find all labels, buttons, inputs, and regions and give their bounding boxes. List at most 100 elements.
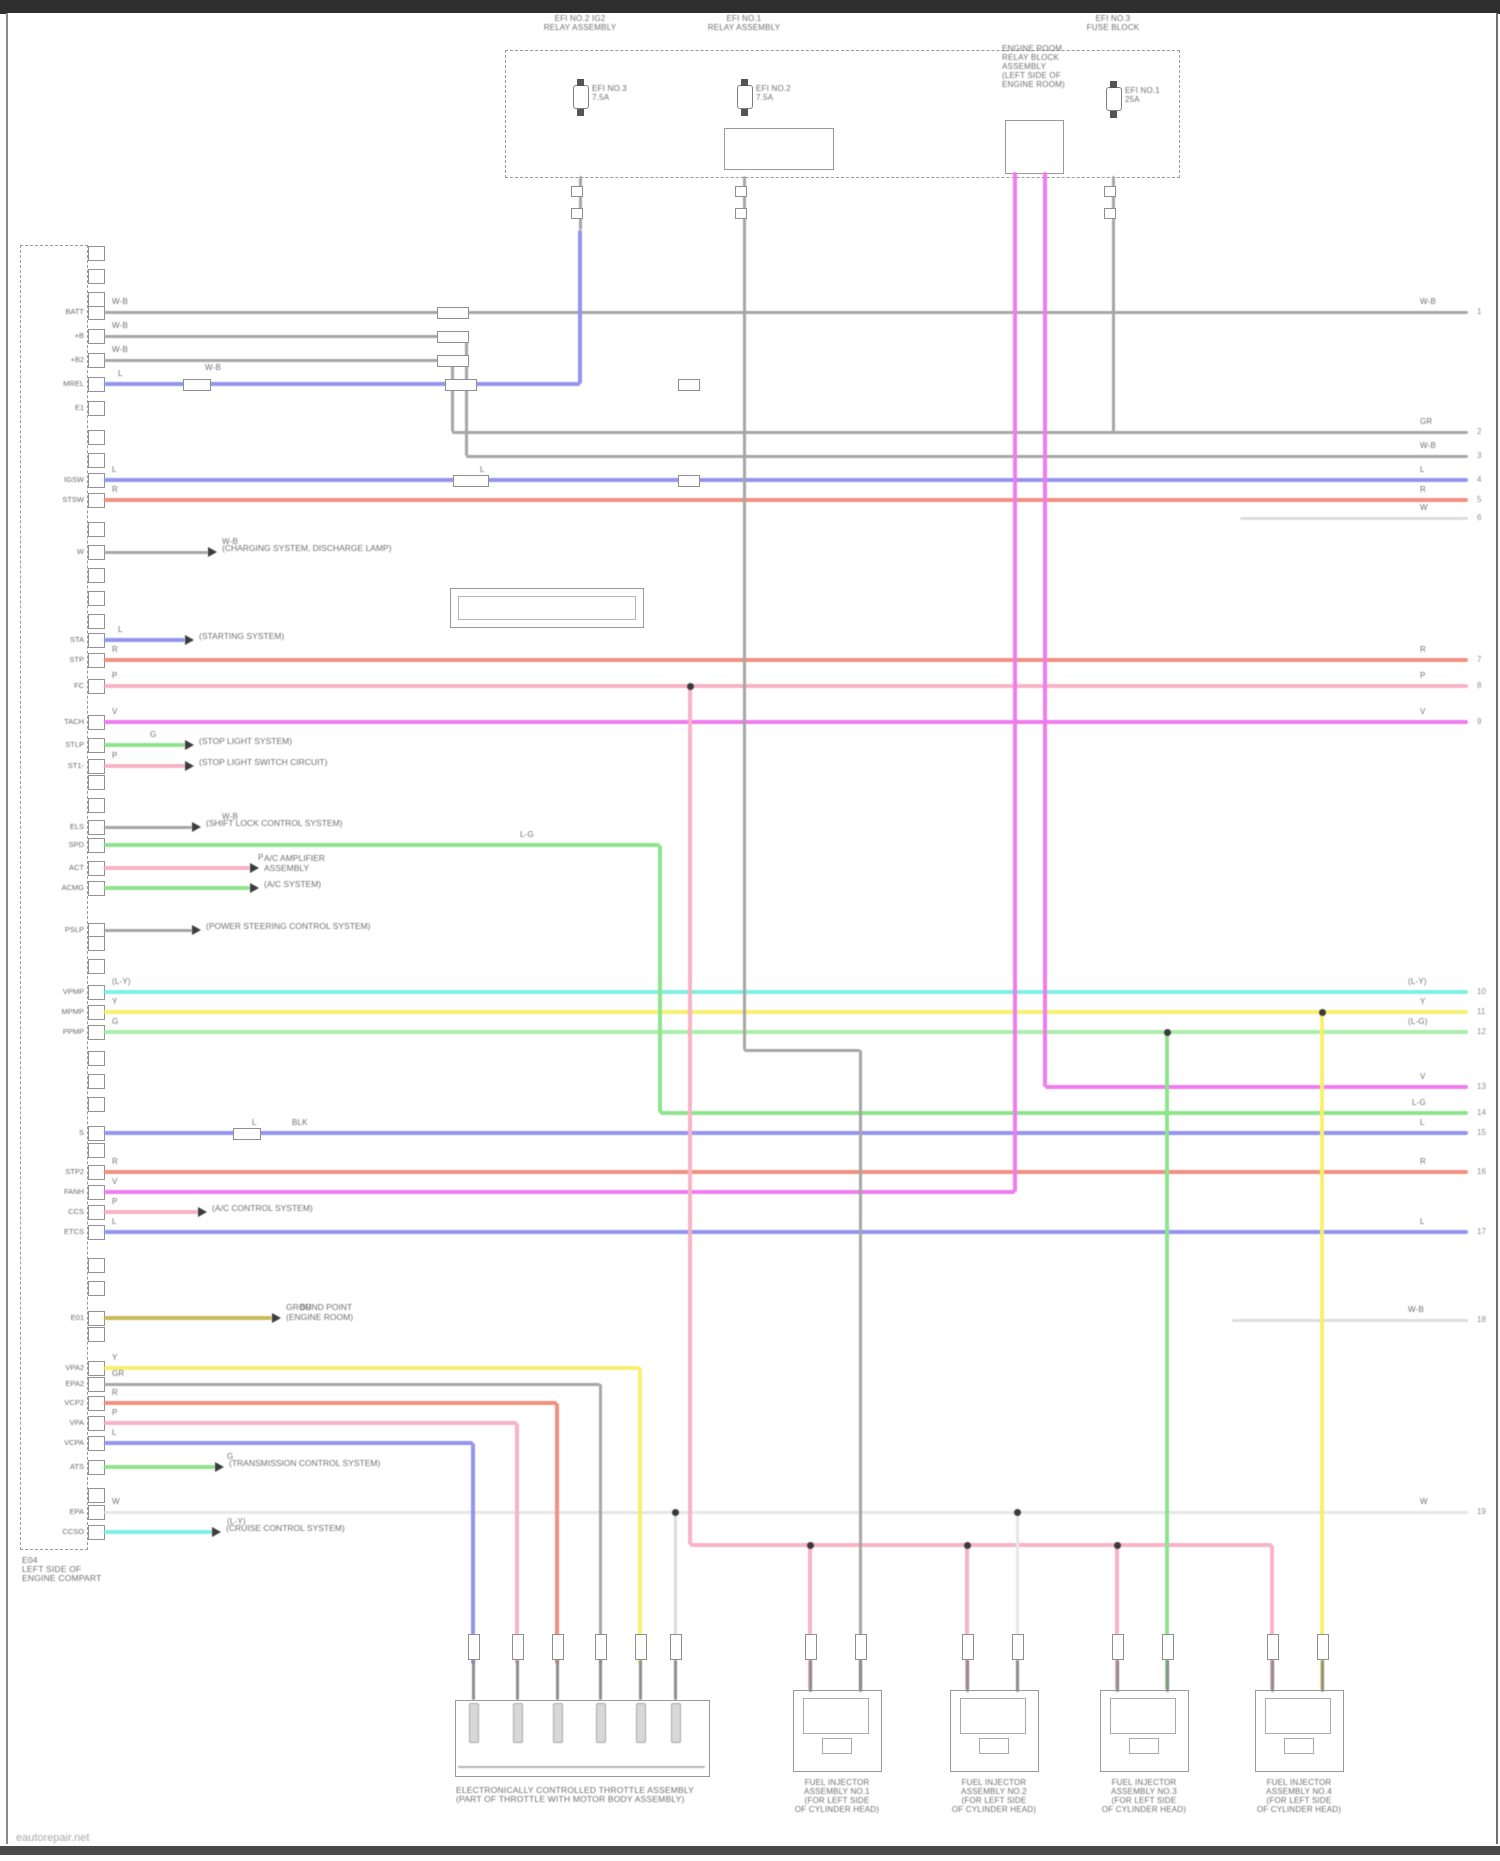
ecm-pin-label: STP [69, 655, 84, 664]
diagram-sheet [6, 13, 1498, 1844]
system-reference-line: (CRUISE CONTROL SYSTEM) [226, 1523, 345, 1533]
terminal-connector [1317, 1634, 1329, 1660]
ecm-pin [88, 759, 105, 774]
wire-color-label: (L-Y) [227, 1517, 246, 1526]
wire-magenta [104, 720, 1468, 724]
wire-color-label: L [118, 369, 123, 378]
system-reference-line: (A/C SYSTEM) [264, 879, 322, 889]
ecm-pin [88, 775, 105, 790]
injector-label-line: FUEL INJECTOR [961, 1778, 1027, 1787]
wire-yellow [1320, 1012, 1324, 1690]
wire-color-label: W-B [222, 537, 239, 546]
page-link-number: 6 [1477, 513, 1482, 522]
ecm-pin [88, 820, 105, 835]
ecm-pin [88, 936, 105, 951]
ecm-pin [88, 738, 105, 753]
system-reference-line: A/C AMPLIFIER [264, 853, 325, 863]
injector-key [1284, 1738, 1314, 1754]
wire-blue [104, 638, 185, 642]
page-link-number: 12 [1477, 1027, 1486, 1036]
wire-pink [690, 1543, 1272, 1547]
inline-connector [453, 475, 489, 487]
injector-pin-stub [808, 1660, 812, 1692]
inline-connector [1104, 207, 1116, 219]
wire-color-label: Y [1420, 997, 1426, 1006]
wire-pink [104, 684, 1468, 688]
wire-color-label: L [112, 1428, 117, 1437]
wire-white [1015, 1512, 1019, 1690]
connector-pin-stub [515, 1660, 519, 1700]
wire-color-label: W-B [112, 297, 129, 306]
wire-color-label: L [112, 465, 117, 474]
relay-block-boundary [505, 50, 1180, 178]
reference-arrow-icon [185, 740, 194, 750]
wire-magenta [1043, 172, 1047, 1087]
wire-green [104, 843, 660, 847]
ecm-pin [88, 1074, 105, 1089]
reference-arrow-icon [192, 822, 201, 832]
injector-pin-stub [858, 1660, 862, 1692]
wire-gray [452, 430, 1468, 434]
wire-color-label: (L-Y) [1408, 977, 1427, 986]
ecm-pin [88, 959, 105, 974]
fuse-label-line: 25A [1125, 95, 1140, 104]
ecm-pin [88, 1505, 105, 1520]
relay-header: EFI NO.3 FUSE BLOCK [1053, 14, 1173, 32]
ecm-pin-label: E01 [70, 1313, 84, 1322]
fuse-terminal-icon [577, 109, 584, 116]
ecm-pin-label: SPD [68, 840, 84, 849]
ecm-pin [88, 1143, 105, 1158]
ecm-pin [88, 715, 105, 730]
page-link-number: 14 [1477, 1108, 1486, 1117]
ecm-pin-label: IGSW [64, 475, 84, 484]
fuse-terminal-icon [1110, 111, 1117, 118]
ecm-pin [88, 838, 105, 853]
system-reference: (CHARGING SYSTEM, DISCHARGE LAMP) [222, 543, 392, 553]
wire-cyan [104, 990, 1468, 994]
wire-gray [104, 928, 192, 932]
ecm-pin-label: VCP2 [64, 1398, 84, 1407]
wire-gray [104, 1382, 600, 1386]
wire-color-label: W-B [1420, 441, 1437, 450]
ecm-pin [88, 1205, 105, 1220]
ecm-pin-label: BATT [65, 307, 84, 316]
wire-gray [578, 176, 582, 230]
connector-pin-stub [673, 1660, 677, 1700]
terminal-connector [1267, 1634, 1279, 1660]
page-link-number: 19 [1477, 1507, 1486, 1516]
wire-pink [104, 866, 250, 870]
fuse-terminal-icon [577, 79, 584, 86]
relay-header-line: EFI NO.3 [1095, 14, 1131, 23]
wire-color-label: W-B [222, 812, 239, 821]
injector-label: FUEL INJECTOR ASSEMBLY NO.1 (FOR LEFT SIDE… [787, 1778, 887, 1814]
injector-label-line: OF CYLINDER HEAD) [951, 1805, 1037, 1814]
junction-dot [1113, 1541, 1121, 1549]
throttle-label-line: ELECTRONICALLY CONTROLLED THROTTLE ASSEM… [456, 1785, 695, 1795]
wire-blue [104, 478, 1468, 482]
ecm-pin [88, 473, 105, 488]
inline-connector [1104, 185, 1116, 197]
wire-pink [1115, 1545, 1119, 1690]
wire-gray [742, 176, 746, 1050]
connector-pin-stub [471, 1660, 475, 1700]
inline-connector [437, 331, 469, 343]
system-reference-line: (STOP LIGHT SWITCH CIRCUIT) [199, 757, 328, 767]
wire-blue [104, 1441, 473, 1445]
system-reference-line: (TRANSMISSION CONTROL SYSTEM) [229, 1458, 381, 1468]
reference-arrow-icon [185, 761, 194, 771]
connector-pin [469, 1703, 479, 1743]
wire-color-label: P [112, 751, 118, 760]
ecm-pin [88, 633, 105, 648]
ecm-pin [88, 493, 105, 508]
ecm-pin [88, 1005, 105, 1020]
wire-yellow [104, 1366, 640, 1370]
wire-faint [1232, 1318, 1468, 1322]
connector-pin-stub [638, 1660, 642, 1700]
ecm-location-line: LEFT SIDE OF [22, 1564, 82, 1574]
system-reference: (A/C CONTROL SYSTEM) [212, 1203, 313, 1213]
wire-color-label: L [1420, 1118, 1425, 1127]
terminal-connector [805, 1634, 817, 1660]
wire-faint [673, 1512, 677, 1664]
ecm-pin-label: ELS [69, 822, 84, 831]
